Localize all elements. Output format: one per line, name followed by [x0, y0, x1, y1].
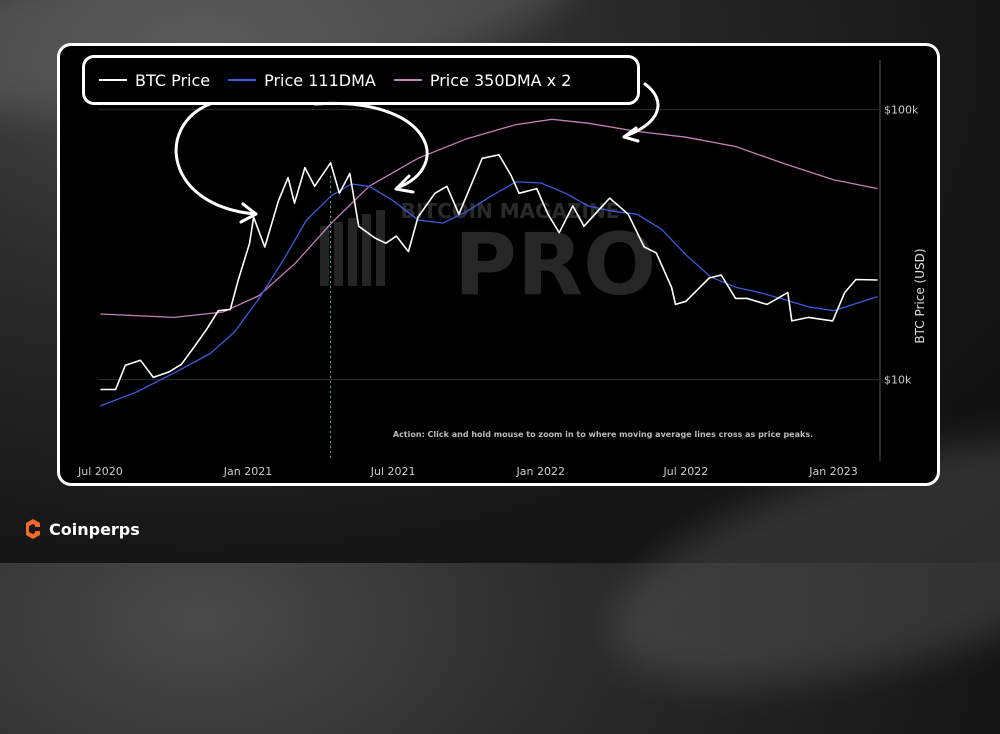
x-tick-label: Jul 2020 [77, 465, 123, 478]
annotation-arrow-icon [623, 82, 660, 138]
x-tick-label: Jul 2021 [370, 465, 416, 478]
x-tick-label: Jul 2022 [663, 465, 709, 478]
chart-annotation: Action: Click and hold mouse to zoom in … [393, 430, 813, 439]
brand: Coinperps [24, 519, 140, 539]
legend: BTC Price Price 111DMA Price 350DMA x 2 [82, 55, 640, 105]
watermark-logo-icon [348, 218, 357, 286]
series-line-btc-price [100, 154, 878, 391]
legend-item[interactable]: Price 350DMA x 2 [393, 70, 572, 90]
series-line-price-350dma-x-2 [100, 118, 878, 319]
arrow-head-icon [394, 174, 415, 194]
arrow-head-icon [622, 126, 640, 143]
legend-label: Price 350DMA x 2 [429, 70, 572, 90]
arrow-head-icon [239, 202, 258, 224]
y-tick-label: $100k [884, 104, 919, 117]
chart-panel: BITCOIN MAGAZINE PRO $10k $100k BTC Price (U… [57, 43, 940, 486]
watermark-logo-icon [362, 214, 371, 286]
watermark-logo-icon [320, 226, 329, 286]
legend-item[interactable]: BTC Price [99, 71, 210, 90]
legend-item[interactable]: Price 111DMA [228, 71, 376, 90]
x-tick-label: Jan 2023 [808, 465, 857, 478]
legend-label: Price 111DMA [264, 70, 376, 90]
y-axis-label: BTC Price (USD) [913, 248, 927, 343]
watermark-logo-icon [334, 222, 343, 286]
watermark-line2: PRO [454, 215, 656, 315]
coinperps-logo-icon [26, 519, 40, 539]
legend-swatch [393, 79, 422, 81]
series-line-price-111dma [100, 181, 878, 407]
brand-name: Coinperps [49, 519, 140, 539]
legend-label: BTC Price [135, 70, 211, 90]
legend-swatch [99, 79, 127, 81]
x-tick-label: Jan 2021 [223, 465, 272, 478]
annotation-arrow-icon [174, 102, 257, 216]
x-tick-label: Jan 2022 [516, 465, 565, 478]
watermark-logo-icon [376, 210, 385, 286]
legend-swatch [228, 79, 257, 81]
y-tick-label: $10k [884, 374, 912, 387]
